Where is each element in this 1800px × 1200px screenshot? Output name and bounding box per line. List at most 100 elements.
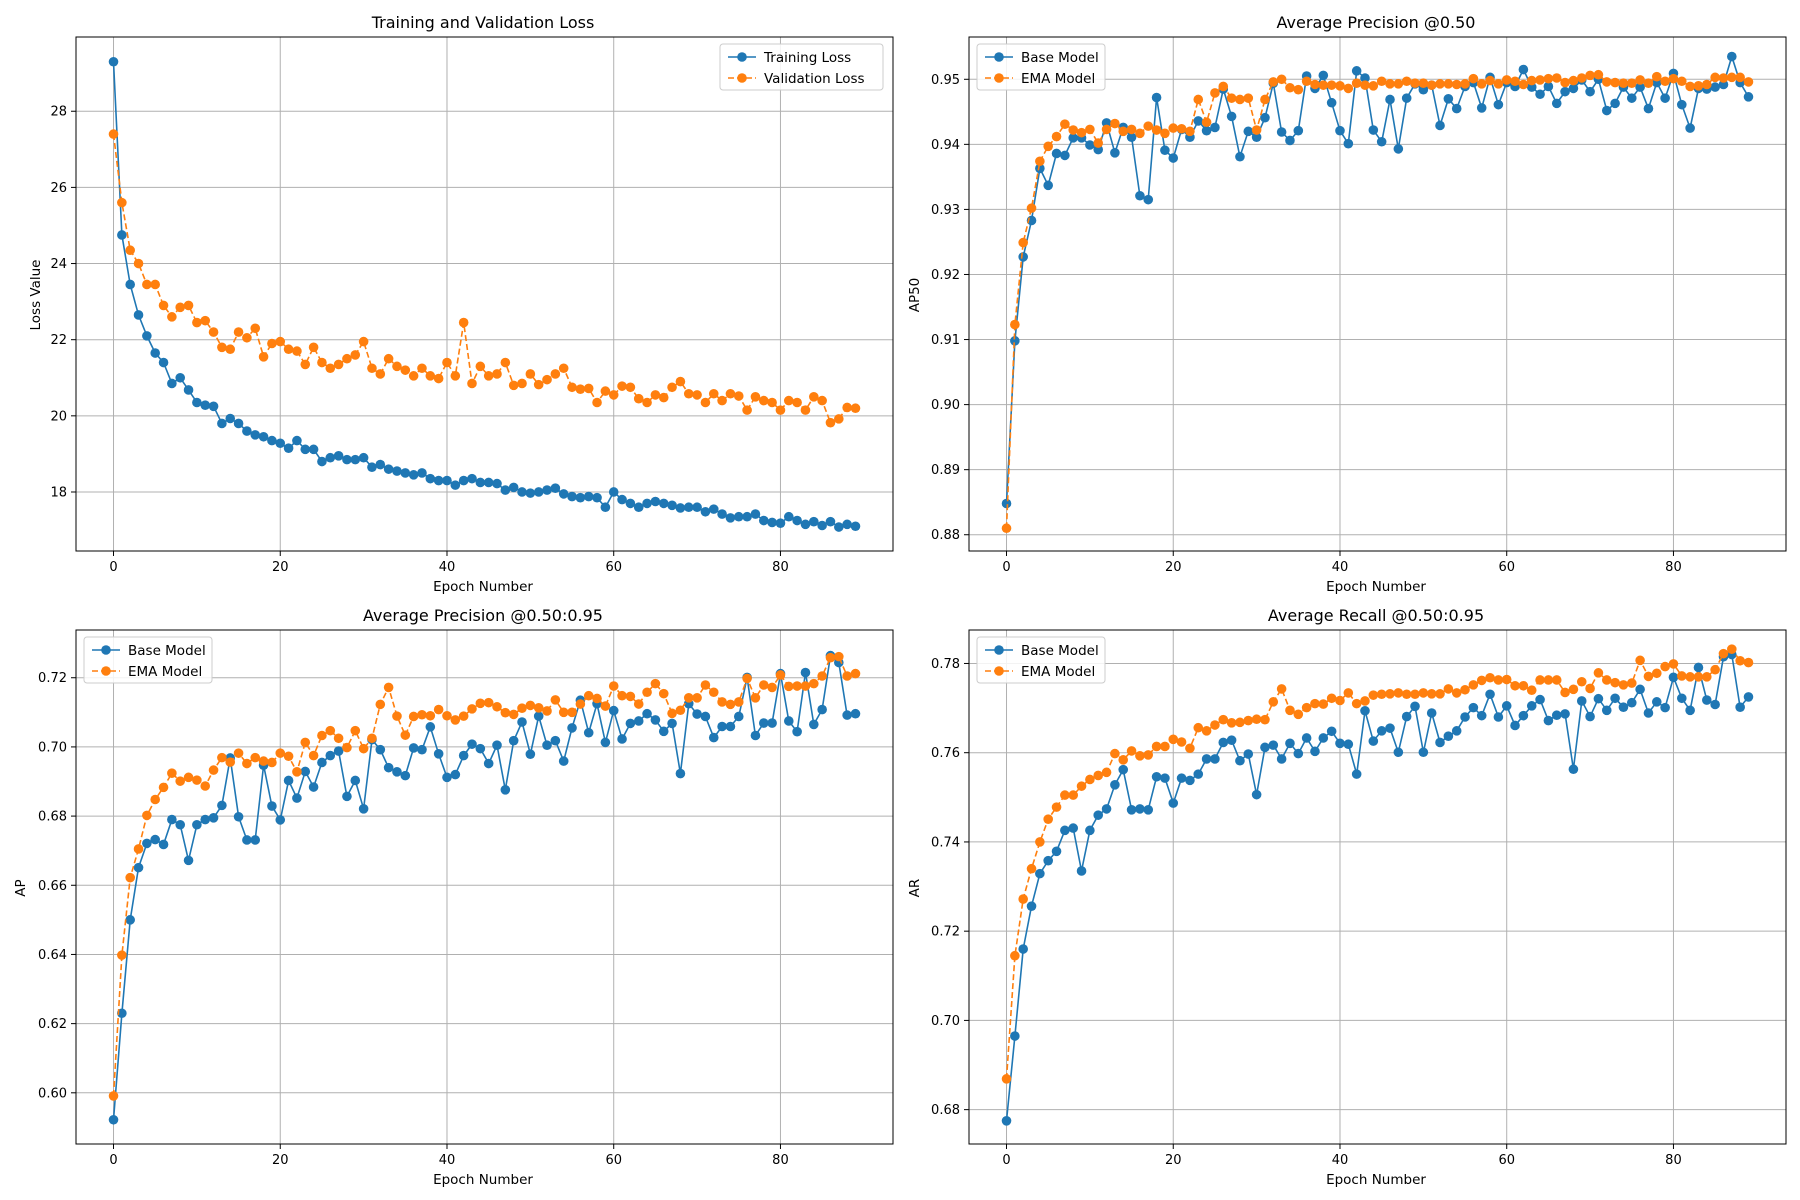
ticks: 0 20 40 60 80 0.60 0.62 0.64 0.66 0.68 0.70 0.72 — [38, 671, 789, 1168]
data-point — [450, 480, 461, 490]
data-point — [692, 692, 702, 703]
y-tick-label: 18 — [50, 485, 67, 500]
data-point — [692, 502, 702, 513]
data-point — [1468, 73, 1479, 84]
data-point — [1351, 769, 1362, 779]
data-point — [1668, 659, 1679, 669]
data-point — [767, 682, 777, 693]
data-point — [1393, 688, 1404, 698]
data-point — [400, 365, 411, 375]
data-point — [1076, 127, 1087, 138]
data-point — [1118, 755, 1129, 765]
x-axis-label: Epoch Number — [433, 1172, 533, 1188]
data-point — [800, 405, 811, 415]
x-tick-label: 80 — [772, 560, 789, 575]
data-point — [1401, 689, 1412, 700]
data-point — [1702, 79, 1712, 90]
data-point — [1743, 692, 1754, 702]
data-point — [1226, 718, 1237, 728]
x-tick-label: 20 — [272, 560, 289, 575]
data-point — [133, 862, 144, 873]
data-point — [1143, 121, 1154, 131]
y-tick-label: 28 — [50, 105, 67, 120]
data-point — [533, 487, 544, 497]
data-point — [1626, 78, 1637, 88]
data-point — [542, 706, 552, 716]
data-point — [1226, 735, 1237, 746]
data-point — [1026, 863, 1037, 874]
y-tick-label: 0.68 — [931, 1103, 960, 1118]
data-point — [1526, 685, 1537, 696]
data-point — [550, 735, 561, 746]
data-point — [400, 730, 411, 740]
legend-box — [719, 43, 884, 91]
data-point — [1435, 737, 1445, 748]
data-point — [1718, 648, 1729, 659]
data-point — [1710, 72, 1720, 83]
data-point — [1743, 657, 1754, 668]
data-point — [300, 766, 311, 777]
data-point — [742, 673, 752, 684]
data-point — [1618, 680, 1629, 690]
legend-marker — [737, 52, 747, 62]
data-point — [650, 678, 661, 689]
data-point — [1410, 689, 1420, 700]
data-point — [217, 418, 227, 429]
data-point — [692, 390, 702, 400]
data-point — [817, 520, 827, 531]
data-point — [834, 651, 844, 662]
data-point — [575, 384, 586, 394]
loss-chart: Training and Validation Loss Epoch Numbe… — [28, 13, 894, 595]
data-point — [850, 521, 861, 532]
data-point — [1693, 80, 1704, 91]
data-point — [1010, 319, 1020, 330]
data-point — [458, 750, 469, 761]
data-point — [842, 671, 852, 681]
data-point — [158, 300, 169, 311]
data-point — [1335, 738, 1345, 749]
data-point — [417, 468, 427, 478]
data-point — [350, 775, 361, 786]
data-point — [1168, 798, 1179, 808]
data-point — [725, 699, 736, 710]
data-point — [1485, 672, 1495, 683]
data-point — [1301, 76, 1312, 87]
data-point — [834, 522, 844, 532]
data-point — [1076, 866, 1087, 876]
data-point — [1618, 702, 1629, 712]
legend-label: Training Loss — [763, 50, 851, 66]
data-point — [1110, 148, 1120, 158]
data-point — [325, 363, 336, 374]
data-point — [567, 382, 577, 393]
data-point — [467, 378, 477, 389]
data-point — [275, 748, 286, 758]
data-point — [617, 690, 627, 701]
data-point — [1085, 140, 1095, 150]
data-point — [1135, 190, 1145, 201]
data-point — [1260, 742, 1270, 753]
data-point — [1293, 125, 1304, 136]
data-point — [1043, 855, 1053, 866]
data-point — [1251, 132, 1262, 142]
data-point — [1376, 76, 1387, 87]
data-point — [1293, 748, 1304, 759]
data-point — [1360, 705, 1370, 716]
data-point — [267, 801, 277, 811]
data-point — [1168, 123, 1179, 133]
data-point — [583, 727, 594, 738]
data-point — [1243, 749, 1254, 759]
data-point — [575, 699, 586, 709]
data-point — [158, 357, 169, 368]
data-point — [1643, 671, 1654, 682]
data-point — [292, 435, 302, 446]
data-point — [1201, 754, 1212, 764]
data-point — [150, 279, 160, 290]
data-point — [1702, 672, 1712, 682]
data-point — [1568, 684, 1579, 695]
data-point — [1185, 743, 1195, 754]
data-point — [333, 733, 344, 744]
data-point — [1476, 79, 1487, 89]
data-point — [1235, 94, 1245, 105]
data-point — [1710, 82, 1720, 92]
data-point — [1493, 712, 1504, 722]
